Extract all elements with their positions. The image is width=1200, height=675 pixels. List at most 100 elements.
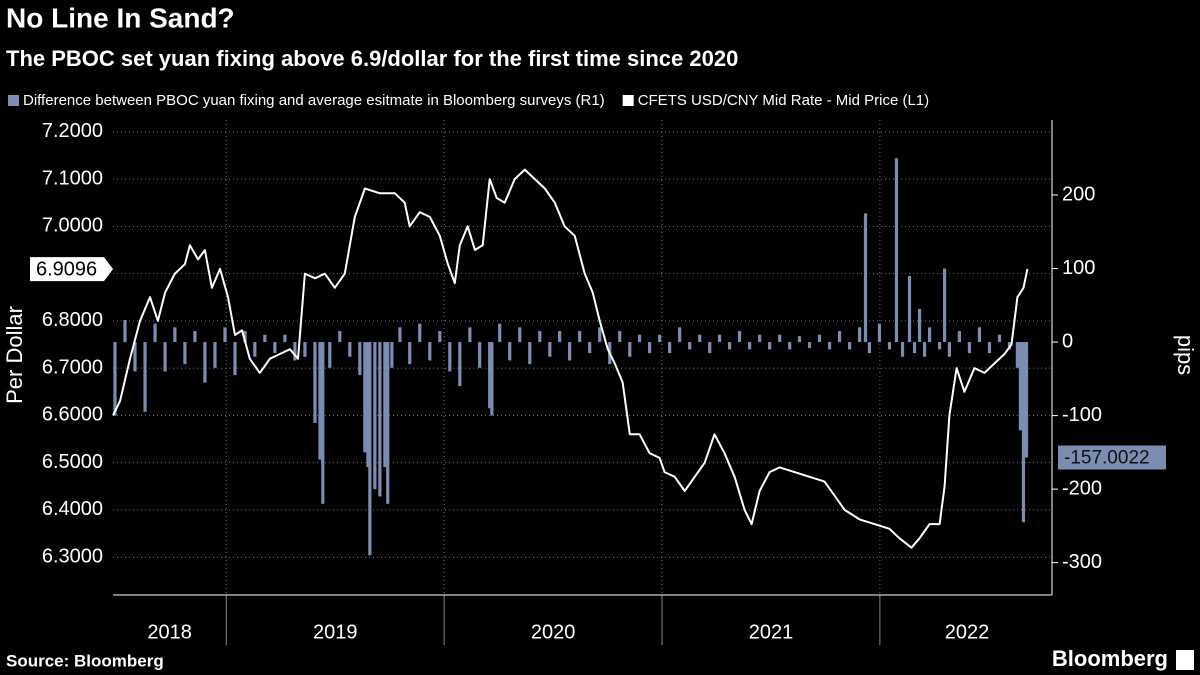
y2-tick-label: 100: [1062, 257, 1095, 279]
bar: [538, 331, 542, 343]
bar: [598, 327, 602, 343]
bar: [698, 334, 702, 343]
y2-tick-label: -200: [1062, 477, 1102, 499]
bar: [768, 342, 772, 350]
bar: [386, 342, 390, 504]
bar: [817, 334, 822, 343]
bar: [912, 342, 917, 354]
end-label-box: [30, 257, 113, 282]
bar: [213, 342, 217, 368]
bar: [727, 342, 732, 350]
bar: [827, 342, 832, 350]
bar: [518, 327, 522, 343]
bar: [788, 342, 792, 350]
bar: [977, 327, 982, 343]
bar: [568, 342, 572, 361]
bar: [648, 342, 652, 354]
y-tick-label: 7.0000: [42, 215, 103, 237]
bar: [398, 327, 402, 343]
brand: Bloomberg: [1052, 646, 1168, 671]
y-tick-label: 6.3000: [42, 545, 103, 567]
bar: [1018, 342, 1023, 431]
bar: [578, 331, 582, 343]
bar: [378, 342, 382, 497]
y-tick-label: 7.2000: [42, 120, 103, 142]
bar: [558, 331, 562, 343]
end-label-box: [1058, 445, 1166, 470]
bar: [778, 334, 782, 343]
bar: [328, 342, 332, 368]
bar: [858, 327, 862, 343]
bar: [887, 342, 892, 350]
bar: [223, 327, 227, 343]
legend-swatch: [622, 95, 634, 106]
bar: [313, 342, 317, 423]
end-label: 6.9096: [36, 258, 97, 280]
bar: [797, 336, 802, 343]
bar: [408, 342, 412, 365]
bar: [113, 342, 117, 416]
bar: [717, 334, 722, 343]
bar: [263, 334, 267, 343]
bar: [358, 342, 362, 376]
y-tick-label: 6.8000: [42, 309, 103, 331]
bar: [490, 342, 494, 416]
bar: [588, 342, 592, 354]
bar: [508, 342, 512, 361]
bar: [428, 342, 432, 361]
y-tick-label: 6.7000: [42, 356, 103, 378]
bar: [448, 342, 452, 372]
y-axis-label: Per Dollar: [2, 306, 27, 404]
bar: [468, 327, 472, 343]
bar: [987, 342, 992, 354]
bar: [348, 342, 352, 357]
bar: [390, 342, 394, 368]
x-tick-label: 2020: [531, 621, 576, 643]
y-tick-label: 6.5000: [42, 451, 103, 473]
bar: [373, 342, 377, 490]
bar: [243, 331, 247, 343]
bar: [273, 342, 277, 354]
bar: [528, 342, 532, 365]
bar: [173, 327, 177, 343]
bar: [366, 342, 370, 468]
bar: [917, 308, 922, 343]
y2-tick-label: 0: [1062, 330, 1073, 352]
bar: [143, 342, 147, 412]
line: [112, 168, 1029, 549]
chart-subtitle: The PBOC set yuan fixing above 6.9/dolla…: [6, 46, 738, 71]
chart-title: No Line In Sand?: [6, 2, 235, 33]
bar: [708, 342, 712, 354]
bar: [758, 334, 762, 343]
y-tick-label: 7.1000: [42, 167, 103, 189]
x-tick-label: 2022: [945, 621, 990, 643]
y2-tick-label: -300: [1062, 551, 1102, 573]
bar: [233, 342, 237, 376]
legend-label: Difference between PBOC yuan fixing and …: [23, 92, 605, 109]
bar: [1024, 342, 1029, 458]
bar: [548, 342, 552, 357]
bar: [927, 327, 932, 343]
y-tick-label: 6.6000: [42, 404, 103, 426]
bar: [363, 342, 367, 453]
source: Source: Bloomberg: [6, 651, 164, 670]
bar: [922, 342, 927, 357]
bar: [688, 342, 692, 350]
bar: [997, 334, 1002, 343]
bar: [748, 342, 752, 350]
bar: [737, 331, 742, 343]
bar: [628, 342, 632, 357]
bar: [900, 342, 905, 357]
bar: [163, 342, 167, 372]
bar: [668, 342, 672, 354]
bar: [837, 331, 842, 343]
bar: [618, 331, 622, 343]
bar: [637, 334, 642, 343]
bar: [848, 342, 852, 350]
bar: [438, 331, 442, 343]
bar: [658, 334, 662, 343]
bar: [498, 323, 502, 343]
bar: [867, 342, 872, 354]
bar: [458, 342, 462, 387]
